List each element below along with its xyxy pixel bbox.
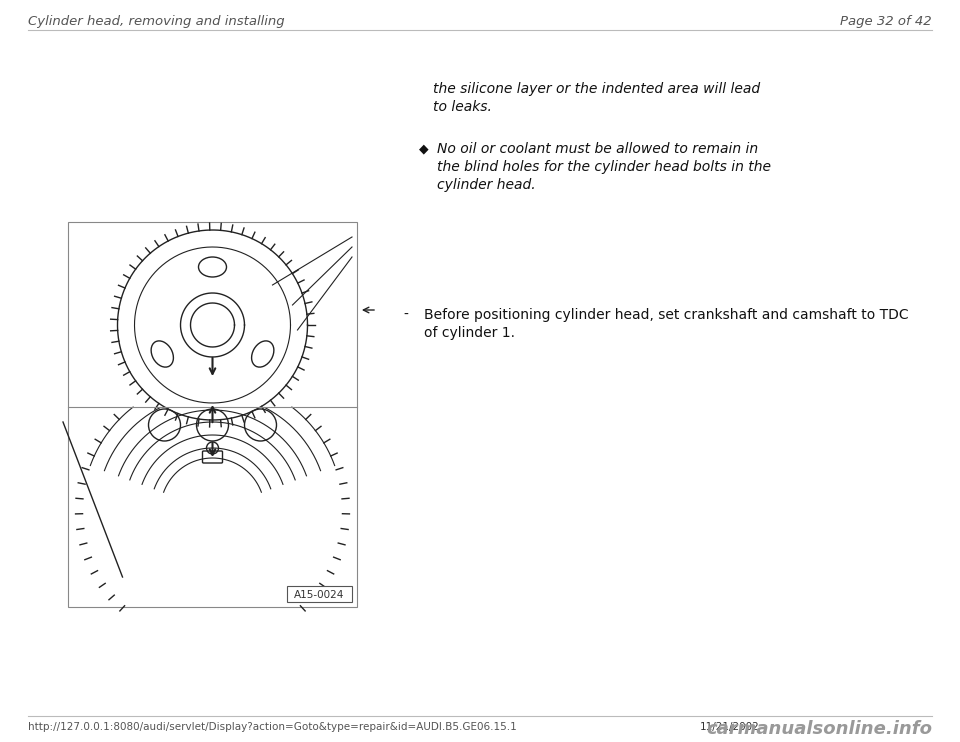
Text: 11/21/2002: 11/21/2002 bbox=[700, 722, 759, 732]
Text: Before positioning cylinder head, set crankshaft and camshaft to TDC: Before positioning cylinder head, set cr… bbox=[424, 308, 908, 322]
Text: carmanualsonline.info: carmanualsonline.info bbox=[706, 720, 932, 738]
Text: A15-0024: A15-0024 bbox=[295, 590, 345, 600]
Text: ◆: ◆ bbox=[419, 142, 428, 155]
Text: Page 32 of 42: Page 32 of 42 bbox=[840, 15, 932, 28]
Text: the blind holes for the cylinder head bolts in the: the blind holes for the cylinder head bo… bbox=[437, 160, 771, 174]
Bar bbox=[68, 222, 357, 607]
Text: cylinder head.: cylinder head. bbox=[437, 178, 536, 192]
Text: Cylinder head, removing and installing: Cylinder head, removing and installing bbox=[28, 15, 284, 28]
Text: of cylinder 1.: of cylinder 1. bbox=[424, 326, 515, 340]
Text: to leaks.: to leaks. bbox=[433, 100, 492, 114]
Text: http://127.0.0.1:8080/audi/servlet/Display?action=Goto&type=repair&id=AUDI.B5.GE: http://127.0.0.1:8080/audi/servlet/Displ… bbox=[28, 722, 516, 732]
Text: the silicone layer or the indented area will lead: the silicone layer or the indented area … bbox=[433, 82, 760, 96]
Bar bbox=[287, 586, 352, 602]
Text: -: - bbox=[403, 308, 408, 322]
Text: No oil or coolant must be allowed to remain in: No oil or coolant must be allowed to rem… bbox=[437, 142, 758, 156]
